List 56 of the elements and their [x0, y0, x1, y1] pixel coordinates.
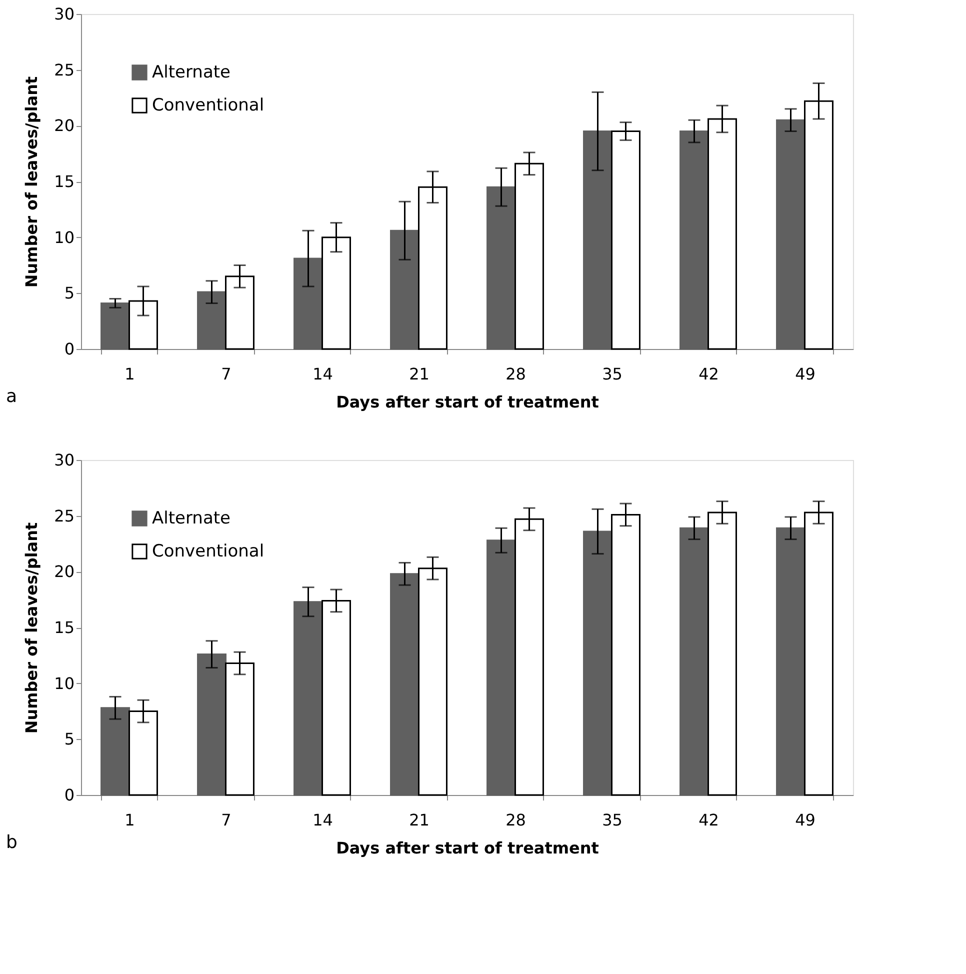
bar — [776, 119, 806, 350]
bar — [294, 258, 323, 350]
x-tick-label: 1 — [124, 810, 135, 830]
y-tick-label: 15 — [54, 618, 74, 637]
bar — [197, 291, 226, 350]
x-tick-label: 28 — [506, 364, 526, 384]
bar — [680, 527, 709, 796]
y-tick-label: 25 — [54, 60, 74, 80]
bar — [197, 654, 226, 796]
y-tick-label: 20 — [54, 562, 74, 582]
x-tick-label: 7 — [221, 364, 232, 384]
y-axis-title: Number of leaves/plant — [22, 76, 42, 288]
y-axis-title: Number of leaves/plant — [22, 522, 42, 734]
legend-label: Alternate — [152, 508, 230, 528]
bar — [486, 540, 516, 796]
x-tick-label: 35 — [602, 810, 622, 830]
y-tick-label: 0 — [64, 786, 74, 804]
bar — [390, 230, 420, 350]
x-tick-label: 28 — [506, 810, 526, 830]
bar — [776, 527, 806, 796]
y-tick-label: 20 — [54, 116, 74, 136]
y-tick-label: 10 — [54, 228, 74, 247]
x-tick-label: 14 — [312, 364, 333, 384]
y-tick-label: 10 — [54, 674, 74, 693]
y-tick-label: 0 — [64, 340, 74, 358]
x-tick-label: 21 — [409, 810, 430, 830]
text: b — [6, 832, 18, 853]
x-tick-label: 49 — [795, 810, 816, 830]
y-tick-label: 30 — [54, 4, 74, 24]
bar — [583, 130, 612, 350]
bar — [294, 601, 323, 796]
x-tick-label: 42 — [698, 364, 719, 384]
y-tick-label: 15 — [54, 172, 74, 191]
text: a — [6, 386, 18, 407]
bar — [486, 186, 516, 350]
x-axis-title: Days after start of treatment — [336, 838, 600, 858]
x-tick-label: 49 — [795, 364, 816, 384]
bar — [680, 130, 709, 350]
x-tick-label: 35 — [602, 364, 622, 384]
x-tick-label: 21 — [409, 364, 430, 384]
x-tick-label: 7 — [221, 810, 232, 830]
legend-label: Conventional — [152, 542, 264, 562]
x-axis-title: Days after start of treatment — [336, 392, 600, 412]
x-tick-label: 1 — [124, 364, 135, 384]
bar — [583, 530, 612, 796]
y-tick-label: 5 — [64, 730, 74, 749]
y-tick-label: 30 — [54, 450, 74, 470]
y-tick-label: 5 — [64, 284, 74, 303]
x-tick-label: 14 — [312, 810, 333, 830]
x-tick-label: 42 — [698, 810, 719, 830]
legend-label: Conventional — [152, 96, 264, 116]
y-tick-label: 25 — [54, 506, 74, 526]
bar — [390, 573, 420, 796]
bar — [100, 707, 130, 796]
bar — [100, 302, 130, 350]
legend-label: Alternate — [152, 62, 230, 82]
